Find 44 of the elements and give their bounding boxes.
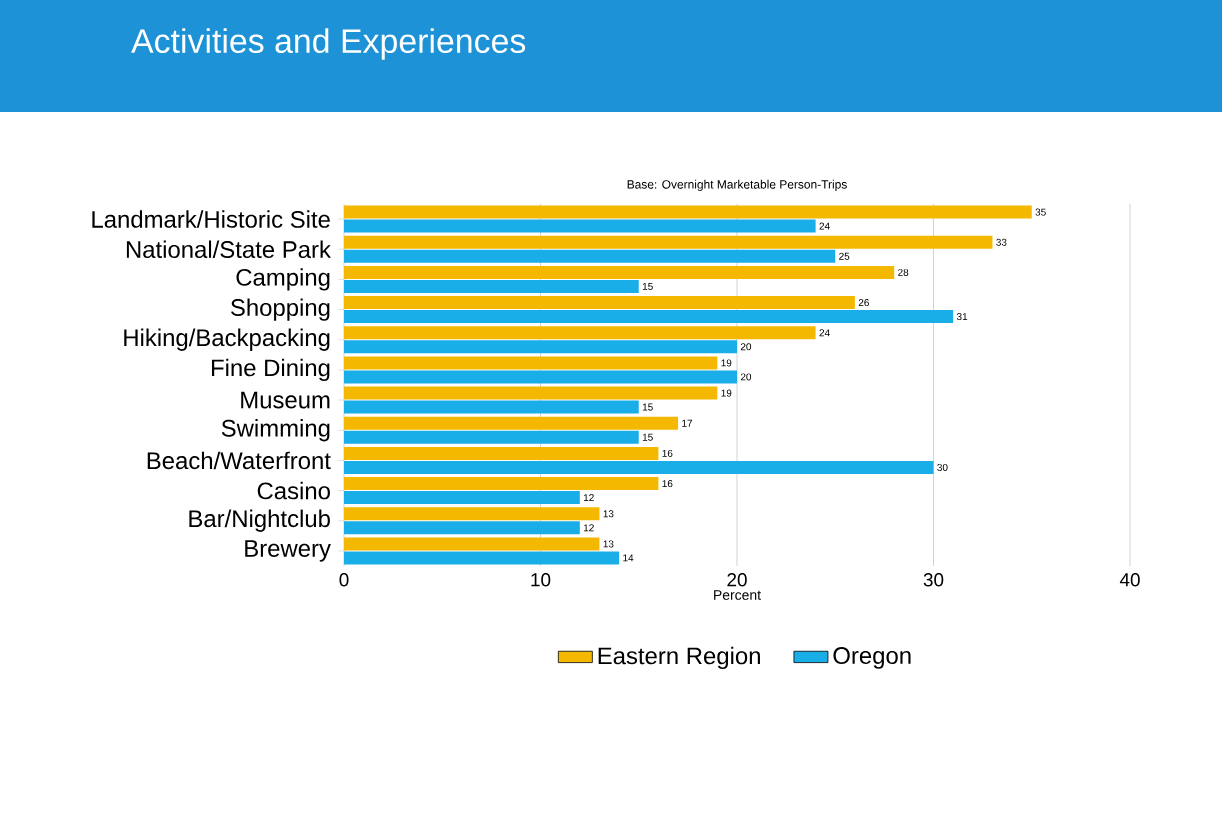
- bar: [344, 205, 1032, 219]
- y-tick-label: Casino: [257, 481, 330, 500]
- y-tick-label: Museum: [241, 391, 330, 409]
- y-tick-label: Swimming: [221, 419, 330, 442]
- bar: [344, 460, 934, 474]
- bar: [344, 296, 855, 310]
- bar: [344, 356, 718, 370]
- bar: [344, 537, 600, 551]
- bar: [344, 279, 639, 293]
- y-tick-label: Fine Dining: [211, 358, 330, 382]
- bar: [344, 521, 580, 535]
- bar: [344, 416, 679, 430]
- x-tick-label: 30: [923, 573, 944, 587]
- legend-label: Eastern Region: [598, 646, 760, 670]
- x-tick-label: 10: [531, 573, 551, 587]
- x-tick-label: 0: [339, 573, 349, 587]
- y-tick-label: Hiking/Backpacking: [124, 328, 330, 351]
- chart-title: Activities and Experiences: [131, 28, 526, 60]
- y-tick-label: Beach/Waterfront: [147, 451, 331, 470]
- bar: [344, 507, 600, 521]
- y-tick-label: National/State Park: [126, 240, 331, 259]
- x-tick-label: 20: [727, 573, 747, 587]
- bar: [344, 235, 993, 249]
- bar: [344, 446, 659, 460]
- y-tick-label: Bar/Nightclub: [189, 509, 330, 532]
- y-tick-label: Landmark/Historic Site: [92, 210, 330, 228]
- bar: [344, 400, 639, 414]
- bar: [344, 386, 718, 400]
- y-tick-label: Shopping: [231, 298, 330, 321]
- bar: [344, 310, 954, 324]
- x-tick-label: 40: [1119, 573, 1140, 587]
- bar: [344, 219, 816, 233]
- bar: [344, 370, 737, 384]
- bar: [344, 477, 659, 491]
- legend-label: Oregon: [833, 647, 911, 669]
- bar: [344, 340, 737, 354]
- bar: [344, 430, 639, 444]
- bar: [344, 551, 620, 565]
- bar: [344, 491, 580, 505]
- y-tick-label: Brewery: [245, 540, 331, 562]
- bar: [344, 249, 836, 263]
- bar: [344, 265, 895, 279]
- bar: [344, 326, 816, 340]
- y-tick-label: Camping: [236, 268, 330, 291]
